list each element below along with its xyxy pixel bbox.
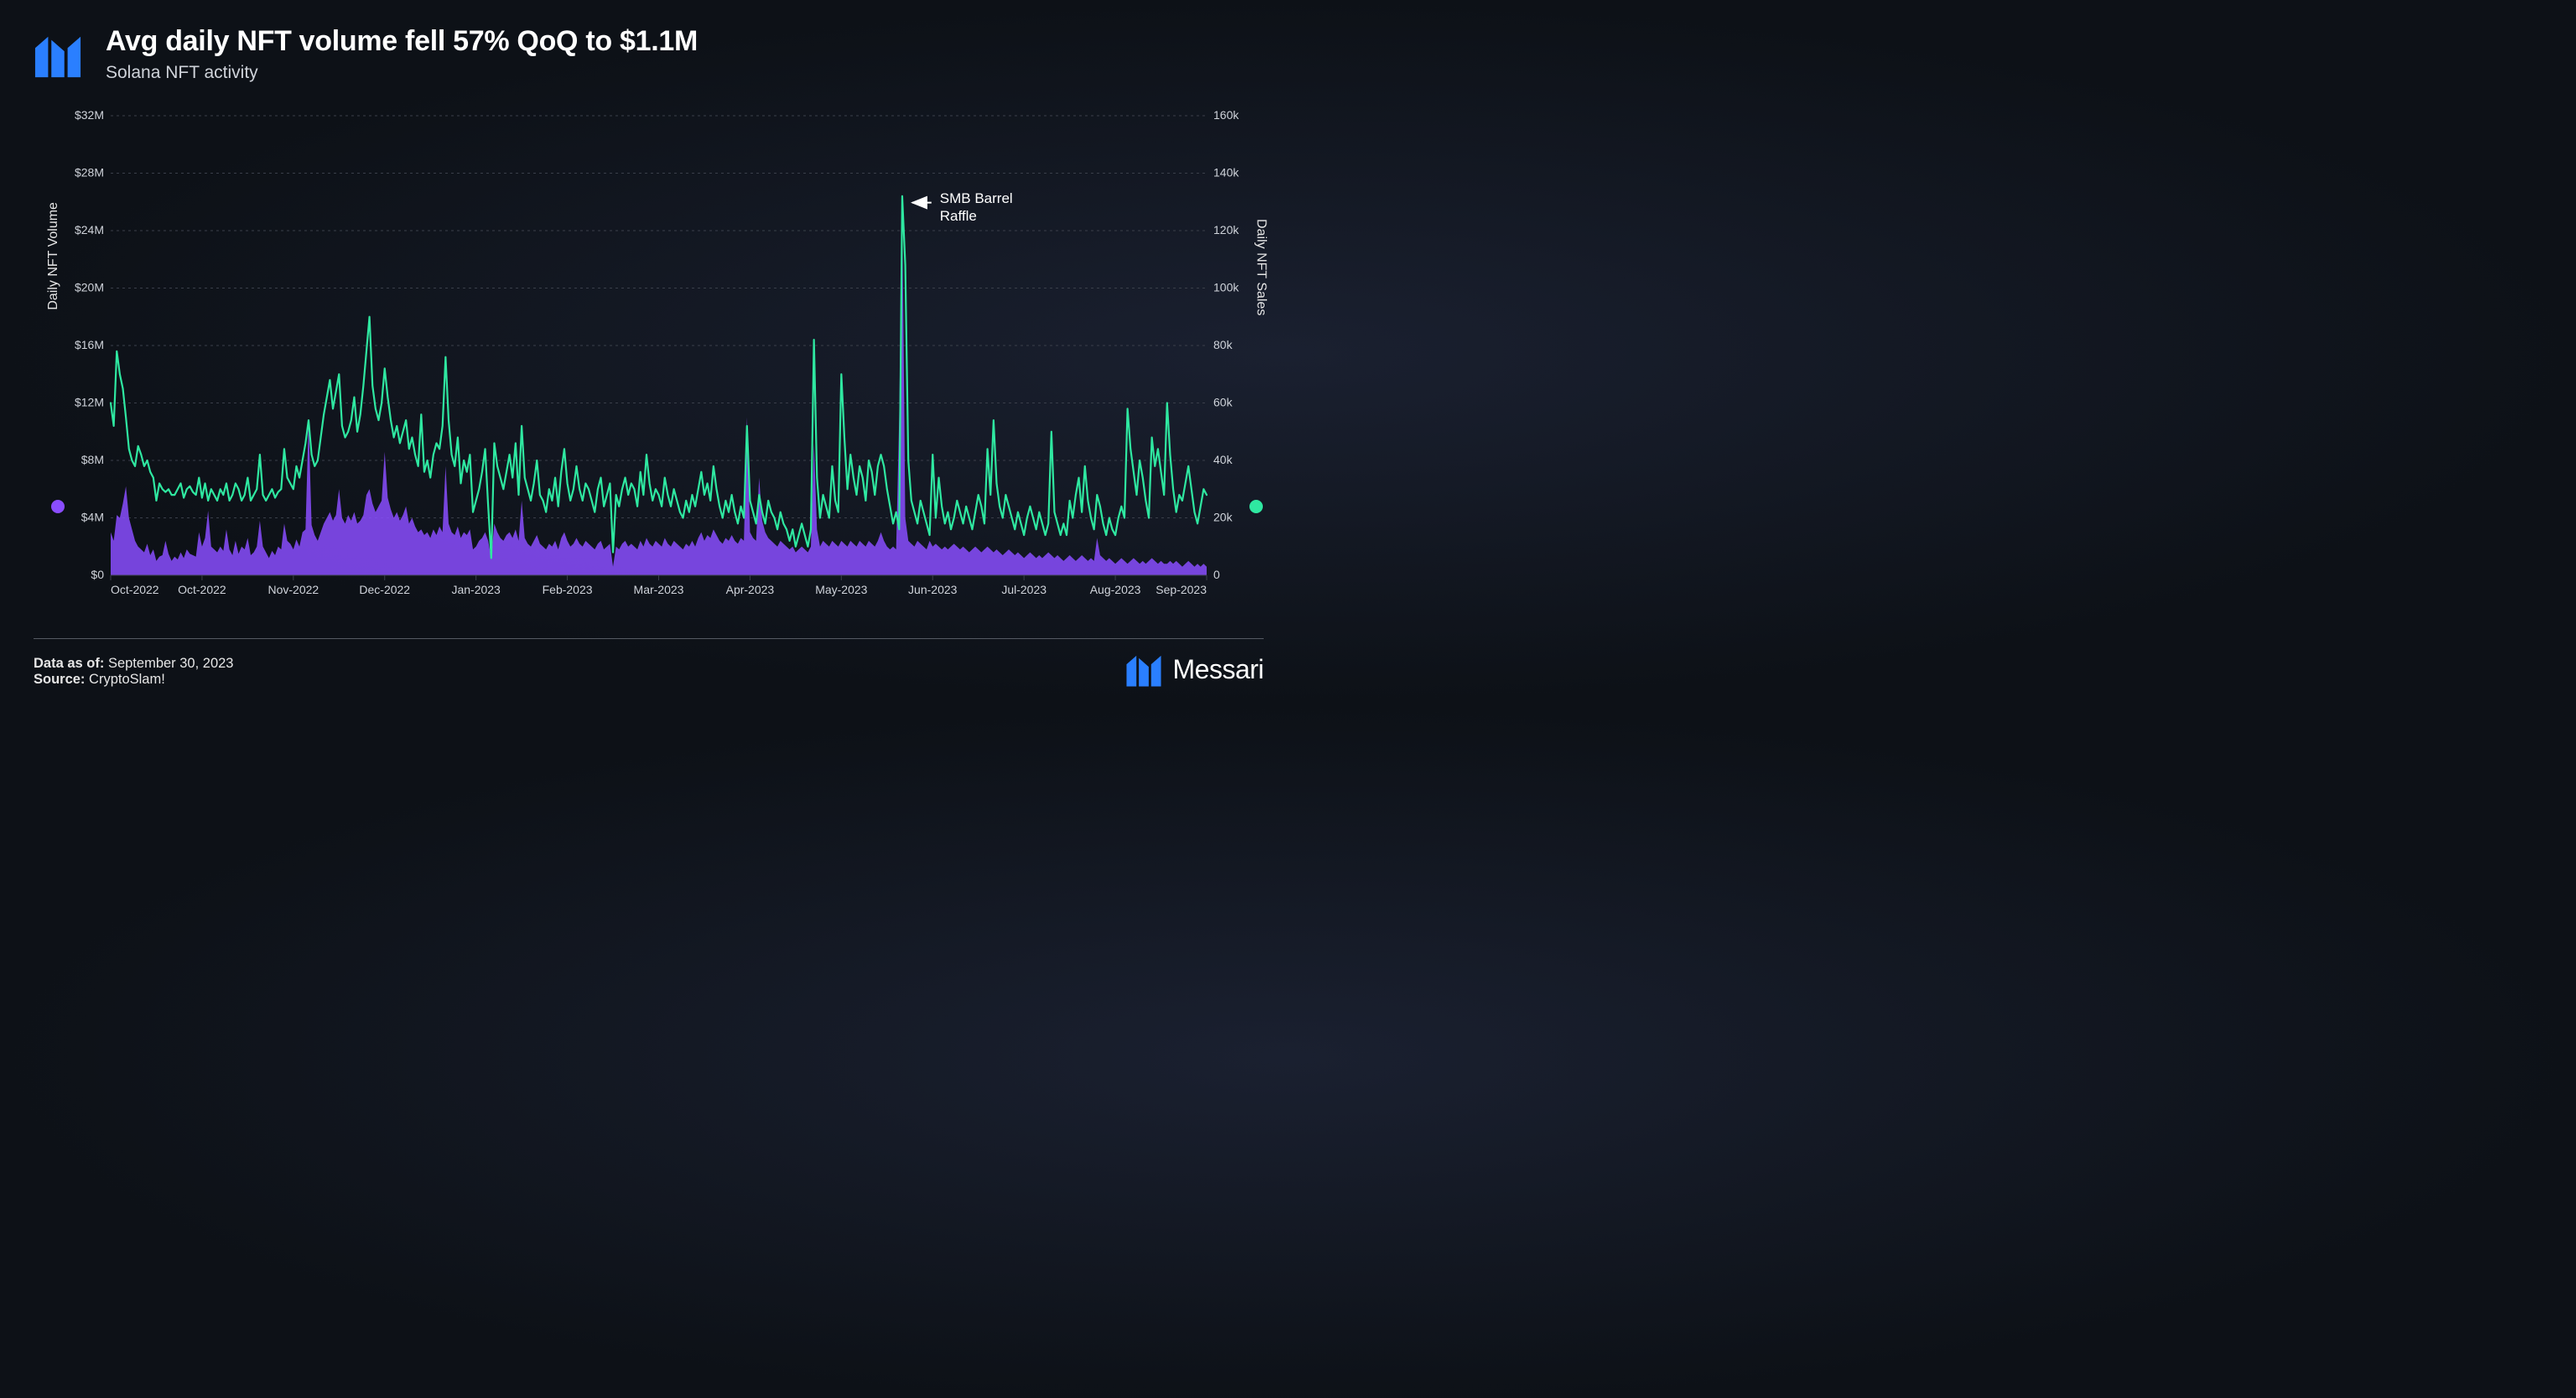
svg-text:$12M: $12M: [75, 396, 104, 409]
data-as-of-value: September 30, 2023: [108, 656, 234, 671]
chart-header: Avg daily NFT volume fell 57% QoQ to $1.…: [34, 25, 698, 83]
svg-text:Oct-2022: Oct-2022: [111, 583, 159, 596]
svg-text:Jul-2023: Jul-2023: [1001, 583, 1046, 596]
svg-text:0: 0: [1213, 568, 1220, 581]
annotation-smb: SMB Barrel Raffle: [940, 190, 1013, 226]
messari-logo-icon: [1125, 651, 1162, 688]
footer-divider: [34, 638, 1264, 639]
svg-text:$4M: $4M: [81, 511, 104, 524]
svg-text:$32M: $32M: [75, 109, 104, 122]
svg-text:80k: 80k: [1213, 338, 1233, 351]
svg-text:Aug-2023: Aug-2023: [1090, 583, 1141, 596]
svg-text:Sep-2023: Sep-2023: [1156, 583, 1207, 596]
svg-text:Nov-2022: Nov-2022: [267, 583, 319, 596]
svg-text:120k: 120k: [1213, 223, 1239, 236]
svg-text:$20M: $20M: [75, 281, 104, 294]
svg-text:$8M: $8M: [81, 453, 104, 466]
footer-meta: Data as of: September 30, 2023 Source: C…: [34, 656, 233, 688]
svg-text:60k: 60k: [1213, 396, 1233, 409]
svg-text:$16M: $16M: [75, 338, 104, 351]
svg-text:May-2023: May-2023: [815, 583, 867, 596]
svg-text:Apr-2023: Apr-2023: [726, 583, 775, 596]
svg-text:$28M: $28M: [75, 166, 104, 179]
svg-text:Jun-2023: Jun-2023: [908, 583, 958, 596]
data-as-of-label: Data as of:: [34, 656, 104, 671]
svg-text:Feb-2023: Feb-2023: [543, 583, 593, 596]
sales-legend-swatch: [1249, 500, 1263, 513]
svg-text:Dec-2022: Dec-2022: [359, 583, 410, 596]
annotation-line2: Raffle: [940, 208, 977, 224]
svg-text:20k: 20k: [1213, 511, 1233, 524]
svg-text:Oct-2022: Oct-2022: [178, 583, 226, 596]
source-label: Source:: [34, 672, 85, 687]
messari-logo-icon: [34, 30, 82, 79]
chart-title: Avg daily NFT volume fell 57% QoQ to $1.…: [106, 25, 698, 58]
svg-text:$24M: $24M: [75, 223, 104, 236]
chart-subtitle: Solana NFT activity: [106, 63, 698, 83]
svg-text:Jan-2023: Jan-2023: [451, 583, 501, 596]
source-value: CryptoSlam!: [89, 672, 165, 687]
svg-text:140k: 140k: [1213, 166, 1239, 179]
volume-legend-swatch: [51, 500, 65, 513]
svg-text:Mar-2023: Mar-2023: [634, 583, 684, 596]
svg-text:160k: 160k: [1213, 109, 1239, 122]
chart-area: Daily NFT Volume Daily NFT Sales $0$4M$8…: [59, 109, 1255, 604]
brand-name: Messari: [1172, 654, 1264, 685]
chart-footer: Data as of: September 30, 2023 Source: C…: [34, 638, 1264, 688]
svg-text:100k: 100k: [1213, 281, 1239, 294]
right-axis-label: Daily NFT Sales: [1253, 219, 1268, 315]
svg-text:$0: $0: [91, 568, 104, 581]
svg-text:40k: 40k: [1213, 453, 1233, 466]
annotation-line1: SMB Barrel: [940, 190, 1013, 206]
left-axis-label: Daily NFT Volume: [46, 202, 61, 310]
footer-brand: Messari: [1125, 651, 1264, 688]
chart-svg: $0 $4M $8M $12M $16M $20M $24M $28M $32M 0 20k 40k 6…: [59, 109, 1255, 604]
